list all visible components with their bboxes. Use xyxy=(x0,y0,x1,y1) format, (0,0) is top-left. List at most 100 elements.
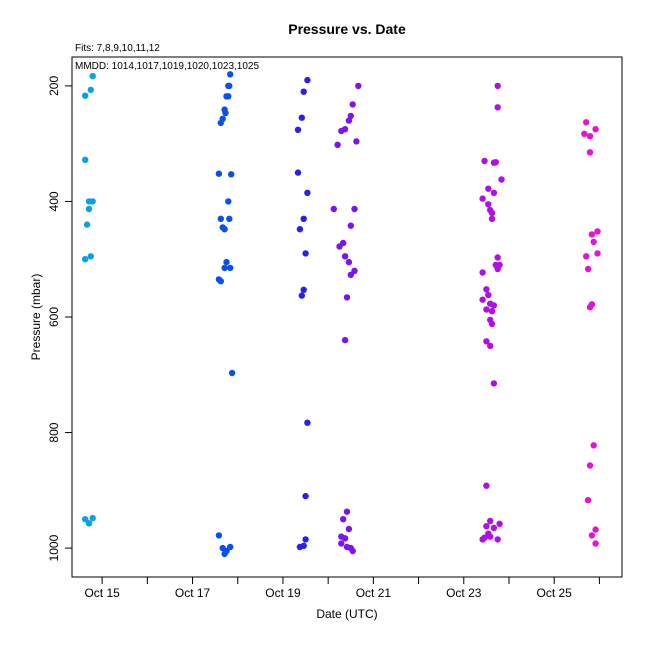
plot-frame xyxy=(71,56,623,578)
data-point xyxy=(494,254,501,261)
data-point xyxy=(349,101,356,108)
data-point xyxy=(228,171,235,178)
y-axis-label: Pressure (mbar) xyxy=(29,274,43,361)
data-point xyxy=(483,482,490,489)
data-point xyxy=(479,269,486,276)
data-point xyxy=(298,114,305,121)
data-point xyxy=(594,250,601,257)
data-point xyxy=(225,198,232,205)
x-tick-label: Oct 21 xyxy=(356,586,392,600)
data-point xyxy=(341,336,349,344)
data-point xyxy=(494,265,501,273)
data-point xyxy=(586,149,594,156)
data-point xyxy=(584,265,592,273)
data-point xyxy=(351,205,358,213)
data-point xyxy=(581,130,588,137)
data-point xyxy=(222,109,229,117)
data-point xyxy=(347,271,354,278)
data-point xyxy=(483,306,490,313)
data-point xyxy=(227,264,234,272)
data-point xyxy=(590,238,597,246)
data-point xyxy=(221,550,228,558)
data-point xyxy=(87,86,95,94)
data-point xyxy=(89,514,96,522)
x-tick-label: Oct 15 xyxy=(84,586,120,600)
y-tick-label: 1000 xyxy=(47,534,61,561)
data-point xyxy=(215,532,223,539)
data-point xyxy=(479,195,486,202)
data-point xyxy=(345,117,353,124)
data-point xyxy=(483,338,490,345)
data-point xyxy=(590,442,597,449)
data-point xyxy=(583,119,590,126)
x-tick-label: Oct 23 xyxy=(446,586,482,600)
data-point xyxy=(338,127,345,135)
data-point xyxy=(302,250,309,257)
data-point xyxy=(304,189,311,196)
data-point xyxy=(85,205,93,213)
data-point xyxy=(345,525,353,533)
data-point xyxy=(347,222,354,229)
data-point xyxy=(483,523,490,530)
data-point xyxy=(302,492,309,500)
data-point xyxy=(485,185,492,192)
mmdd-annotation: MMDD: 1014,1017,1019,1020,1023,1025 xyxy=(75,61,259,72)
data-point xyxy=(588,532,596,539)
data-point xyxy=(340,516,347,523)
data-point xyxy=(83,221,91,228)
data-point xyxy=(488,215,496,222)
data-point xyxy=(82,92,89,99)
data-point xyxy=(304,76,311,84)
data-point xyxy=(300,286,307,293)
data-point xyxy=(225,93,232,100)
data-point xyxy=(584,497,592,504)
data-point xyxy=(485,291,492,299)
data-point xyxy=(300,88,307,95)
data-point xyxy=(494,536,501,543)
data-point xyxy=(304,419,311,426)
data-point xyxy=(296,226,304,233)
data-point xyxy=(349,547,356,555)
data-point xyxy=(227,71,234,78)
data-point xyxy=(586,304,594,311)
data-point xyxy=(82,156,89,163)
data-point xyxy=(586,462,594,469)
y-tick-label: 800 xyxy=(47,422,61,442)
data-point xyxy=(345,258,353,266)
data-point xyxy=(300,542,307,549)
data-point xyxy=(302,536,309,543)
data-point xyxy=(89,198,96,205)
y-tick-label: 600 xyxy=(47,307,61,327)
data-point xyxy=(215,170,223,177)
data-point xyxy=(87,253,95,260)
data-point xyxy=(490,380,498,387)
data-point xyxy=(226,215,233,222)
data-point xyxy=(583,253,590,260)
data-point xyxy=(330,205,337,213)
data-point xyxy=(294,126,302,133)
data-point xyxy=(488,209,496,217)
data-point xyxy=(341,535,349,542)
data-point xyxy=(488,320,496,328)
fits-annotation: Fits: 7,8,9,10,11,12 xyxy=(75,43,160,54)
data-point xyxy=(215,276,223,283)
data-point xyxy=(494,82,501,90)
data-point xyxy=(221,264,228,272)
data-point xyxy=(479,536,486,543)
data-point xyxy=(487,517,494,525)
data-point xyxy=(487,533,494,540)
data-point xyxy=(490,302,498,309)
data-point xyxy=(498,176,505,183)
data-point xyxy=(353,138,360,145)
data-point xyxy=(343,294,351,301)
data-point xyxy=(217,215,224,222)
data-point xyxy=(592,526,599,533)
data-point xyxy=(341,253,349,260)
data-point xyxy=(586,133,594,140)
data-point xyxy=(294,169,302,176)
data-point xyxy=(594,228,601,235)
data-point xyxy=(481,157,488,165)
x-tick-label: Oct 25 xyxy=(537,586,573,600)
x-tick-label: Oct 19 xyxy=(265,586,301,600)
